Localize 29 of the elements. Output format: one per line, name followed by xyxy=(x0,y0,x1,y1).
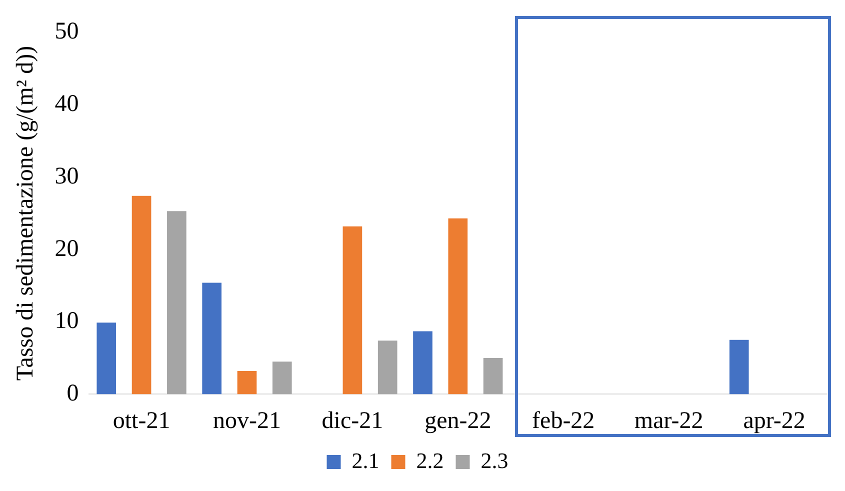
bar xyxy=(237,371,257,394)
x-tick-label: mar-22 xyxy=(634,408,704,434)
legend-label: 2.3 xyxy=(480,448,508,473)
bar xyxy=(413,331,432,394)
x-tick-label: dic-21 xyxy=(322,408,384,434)
x-tick-label: ott-21 xyxy=(112,408,170,434)
bar xyxy=(132,196,152,394)
bar xyxy=(342,226,362,394)
bar xyxy=(729,340,749,394)
bar xyxy=(378,340,398,394)
bar xyxy=(483,358,503,394)
y-tick-label: 50 xyxy=(54,18,79,45)
bar xyxy=(202,282,222,394)
x-tick-label: nov-21 xyxy=(212,408,281,434)
y-axis-title: Tasso di sedimentazione (g/(m² d)) xyxy=(12,46,39,381)
bar xyxy=(272,362,292,394)
y-tick-label: 20 xyxy=(54,236,79,262)
x-tick-label: apr-22 xyxy=(743,408,806,434)
bar xyxy=(96,322,116,394)
bar xyxy=(448,218,468,394)
y-tick-label: 0 xyxy=(66,380,79,406)
y-tick-label: 40 xyxy=(54,91,79,118)
x-tick-label: feb-22 xyxy=(532,408,595,434)
legend-label: 2.1 xyxy=(352,448,380,473)
y-tick-label: 30 xyxy=(54,163,79,190)
x-tick-label: gen-22 xyxy=(424,408,492,434)
y-tick-label: 10 xyxy=(54,308,79,334)
legend-label: 2.2 xyxy=(416,448,444,473)
bar xyxy=(167,211,186,394)
